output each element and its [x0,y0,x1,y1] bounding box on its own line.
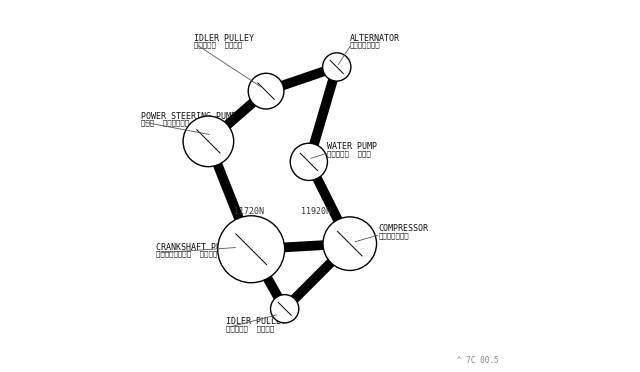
Circle shape [248,73,284,109]
Text: ^ 7C 00.5: ^ 7C 00.5 [457,356,499,365]
Text: ALTERNATOR: ALTERNATOR [349,34,400,43]
Circle shape [291,143,328,180]
Text: IDLER PULLEY: IDLER PULLEY [193,34,253,43]
Text: 11720N: 11720N [234,207,264,216]
Text: パワー  ステアリング  ポンプ: パワー ステアリング ポンプ [141,120,211,126]
Text: クランクシャフト  プーリー: クランクシャフト プーリー [156,251,218,257]
Circle shape [271,295,299,323]
Text: COMPRESSOR: COMPRESSOR [379,224,429,233]
Circle shape [323,53,351,81]
Text: WATER PUMP: WATER PUMP [328,142,378,151]
Circle shape [323,217,376,270]
Text: アイドラー  プーリー: アイドラー プーリー [227,325,275,332]
Circle shape [218,216,285,283]
Text: オルタネーター: オルタネーター [349,42,380,48]
Text: ウォーター  ポンプ: ウォーター ポンプ [328,150,371,157]
Text: コンプレッサー: コンプレッサー [379,232,410,239]
Text: CRANKSHAFT PULLEY: CRANKSHAFT PULLEY [156,243,241,252]
Text: アイドラー  プーリー: アイドラー プーリー [193,42,242,48]
Text: POWER STEERING PUMP: POWER STEERING PUMP [141,112,236,121]
Text: 11920N: 11920N [301,207,332,216]
Circle shape [183,116,234,167]
Text: IDLER PULLEY: IDLER PULLEY [227,317,286,326]
